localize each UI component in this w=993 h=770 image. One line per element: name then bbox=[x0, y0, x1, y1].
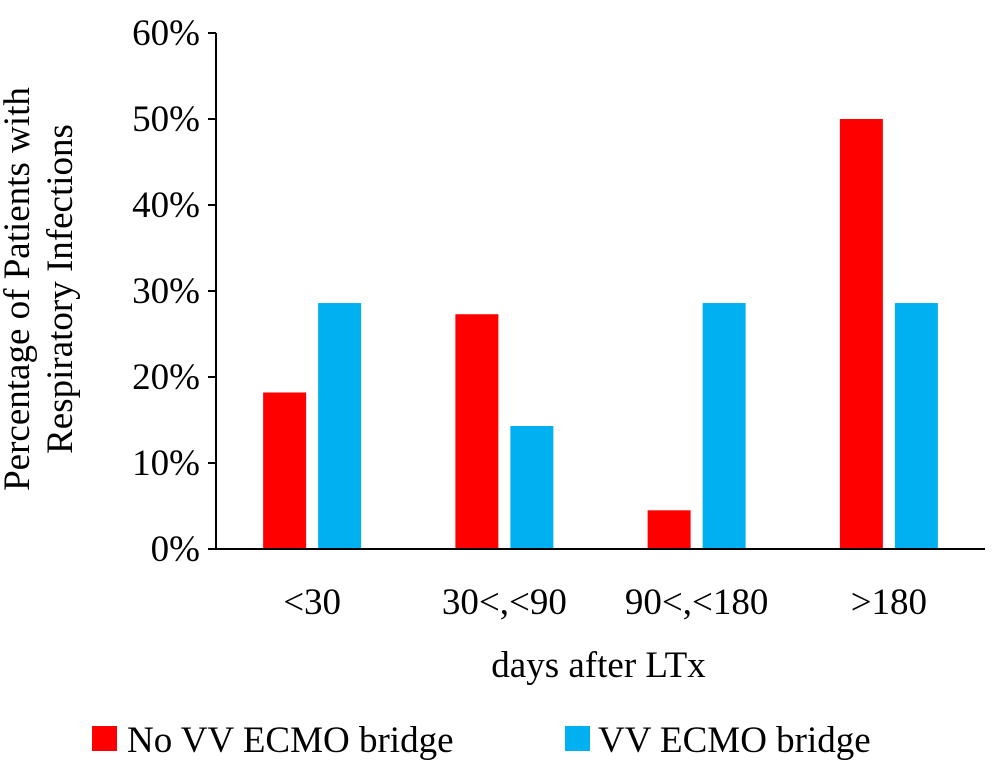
bar-vv-ecmo-1 bbox=[510, 426, 554, 549]
y-tick-label: 10% bbox=[132, 443, 200, 484]
y-tick-label: 60% bbox=[132, 13, 200, 54]
bar-no-vv-ecmo-1 bbox=[455, 314, 499, 549]
legend-label: No VV ECMO bridge bbox=[127, 720, 454, 761]
x-axis-title: days after LTx bbox=[491, 645, 706, 686]
x-tick-label: 30<,<90 bbox=[442, 582, 567, 623]
x-tick-label: 90<,<180 bbox=[625, 582, 768, 623]
x-tick-label: >180 bbox=[851, 582, 927, 623]
bar-no-vv-ecmo-0 bbox=[263, 392, 307, 549]
x-tick-label: <30 bbox=[283, 582, 341, 623]
bar-vv-ecmo-2 bbox=[702, 303, 746, 549]
y-tick-label: 20% bbox=[132, 357, 200, 398]
y-tick-label: 0% bbox=[151, 529, 200, 570]
y-axis-title-line: Respiratory Infections bbox=[40, 124, 81, 454]
bar-vv-ecmo-0 bbox=[318, 303, 362, 549]
legend-label: VV ECMO bridge bbox=[598, 720, 871, 761]
labels-layer: <30 30<,<90 90<,<180 >180 0% 10% 20% 30% 40% 50% 6… bbox=[0, 13, 927, 686]
legend-swatch bbox=[92, 726, 117, 751]
axes-layer bbox=[208, 32, 985, 550]
y-axis-title-line: Percentage of Patients with bbox=[0, 87, 38, 491]
y-tick-label: 50% bbox=[132, 99, 200, 140]
bar-vv-ecmo-3 bbox=[894, 303, 938, 549]
bar-no-vv-ecmo-2 bbox=[647, 510, 691, 549]
y-tick-label: 30% bbox=[132, 271, 200, 312]
legend-swatch bbox=[565, 726, 590, 751]
bar-no-vv-ecmo-3 bbox=[839, 119, 883, 549]
legend: No VV ECMO bridge VV ECMO bridge bbox=[92, 720, 871, 761]
bars-layer bbox=[263, 119, 938, 549]
y-tick-label: 40% bbox=[132, 185, 200, 226]
